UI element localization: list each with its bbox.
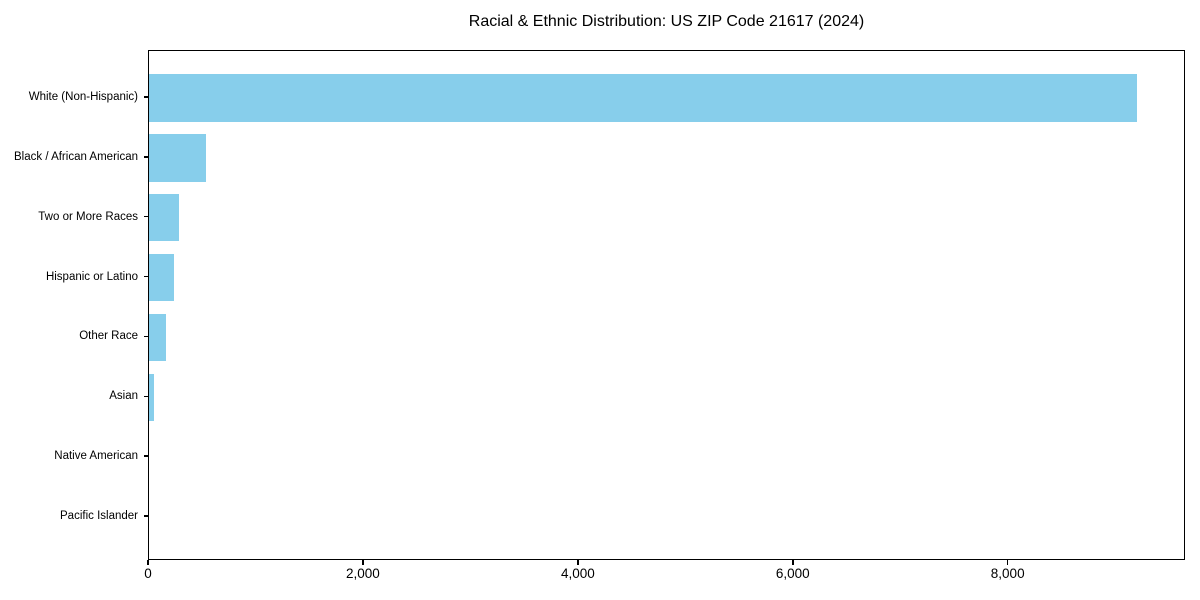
x-tick-label: 0 [144, 566, 152, 581]
y-tick-label: Native American [54, 450, 138, 463]
x-tick-label: 6,000 [775, 566, 810, 581]
y-tick-label: Black / African American [14, 150, 138, 163]
x-tick-mark [792, 560, 794, 565]
y-tick-mark [143, 515, 148, 517]
bar [149, 193, 180, 242]
y-tick-mark [143, 275, 148, 278]
y-tick-mark [143, 215, 148, 218]
y-tick-mark [143, 156, 148, 158]
x-tick-label: 4,000 [560, 566, 595, 581]
y-tick-label: Pacific Islander [60, 510, 138, 523]
y-tick-label: Other Race [79, 330, 138, 343]
bar [149, 373, 155, 422]
x-tick-label: 2,000 [346, 566, 380, 581]
y-tick-mark [143, 96, 148, 98]
y-tick-label: Hispanic or Latino [45, 270, 138, 283]
y-tick-mark [143, 335, 148, 338]
x-tick-mark [362, 560, 364, 565]
y-tick-label: Two or More Races [38, 210, 138, 223]
x-tick-mark [577, 560, 579, 565]
y-tick-label: Asian [109, 390, 138, 403]
bar [149, 253, 175, 302]
bar [149, 134, 207, 182]
x-tick-mark [147, 560, 149, 565]
y-tick-mark [143, 455, 148, 457]
y-tick-mark [143, 395, 148, 398]
y-tick-label: White (Non-Hispanic) [28, 91, 138, 103]
chart-title: Racial & Ethnic Distribution: US ZIP Cod… [468, 13, 865, 30]
x-tick-mark [1006, 560, 1009, 565]
x-tick-label: 8,000 [990, 566, 1025, 581]
bar [149, 74, 1137, 122]
plot-area [148, 50, 1185, 560]
bar [149, 313, 166, 362]
